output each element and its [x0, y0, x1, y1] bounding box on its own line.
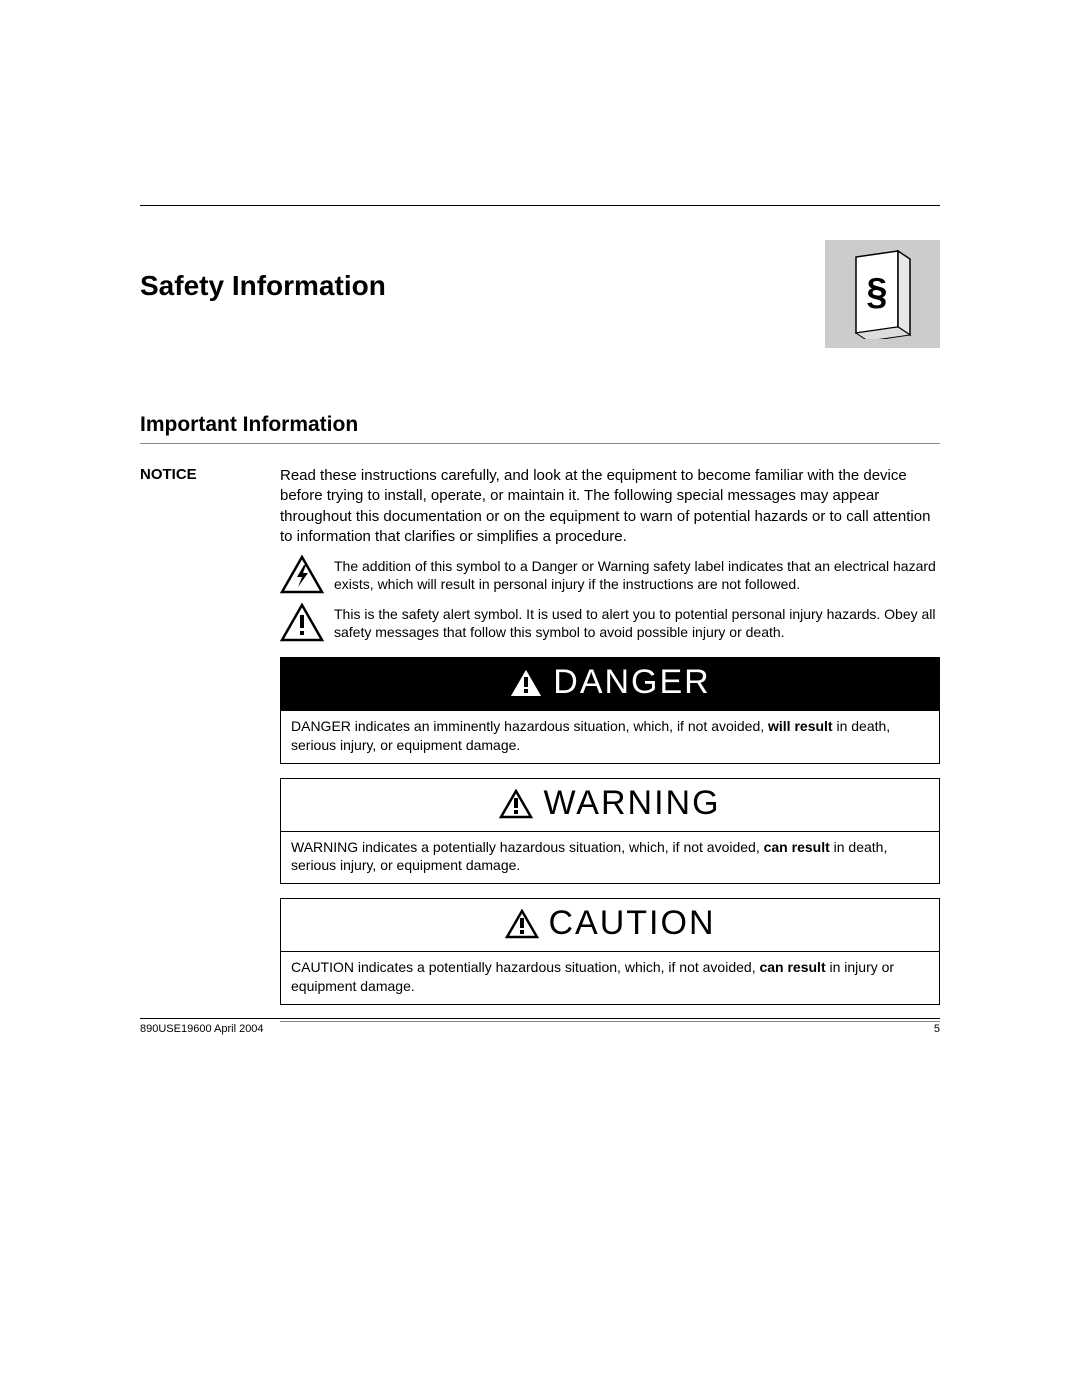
- chapter-header: Safety Information §: [140, 240, 940, 348]
- electrical-hazard-icon: [280, 555, 324, 595]
- caution-pre: CAUTION indicates a potentially hazardou…: [291, 959, 759, 975]
- section-rule: [140, 443, 940, 444]
- warning-body: WARNING indicates a potentially hazardou…: [281, 832, 939, 884]
- danger-box: DANGER DANGER indicates an imminently ha…: [280, 657, 940, 764]
- warning-title: WARNING: [543, 781, 720, 827]
- book-section-icon: §: [825, 240, 940, 348]
- danger-pre: DANGER indicates an imminently hazardous…: [291, 718, 768, 734]
- warning-bold: can result: [764, 839, 830, 855]
- safety-alert-text: This is the safety alert symbol. It is u…: [334, 603, 940, 641]
- caution-bold: can result: [759, 959, 825, 975]
- notice-block: NOTICE Read these instructions carefully…: [140, 466, 940, 1022]
- electrical-hazard-row: The addition of this symbol to a Danger …: [280, 555, 940, 595]
- danger-header: DANGER: [281, 658, 939, 711]
- caution-triangle-icon: [505, 909, 539, 939]
- page-footer: 890USE19600 April 2004 5: [140, 1018, 940, 1035]
- caution-title: CAUTION: [549, 901, 716, 947]
- danger-triangle-icon: [509, 668, 543, 698]
- safety-alert-icon: [280, 603, 324, 643]
- page-content: Safety Information § Important Informati…: [140, 200, 940, 1022]
- section-symbol: §: [866, 271, 887, 313]
- chapter-title: Safety Information: [140, 270, 386, 302]
- caution-box: CAUTION CAUTION indicates a potentially …: [280, 898, 940, 1005]
- notice-text: Read these instructions carefully, and l…: [280, 466, 940, 547]
- warning-header: WARNING: [281, 779, 939, 832]
- section-title: Important Information: [140, 413, 940, 437]
- danger-title: DANGER: [553, 660, 710, 706]
- caution-body: CAUTION indicates a potentially hazardou…: [281, 952, 939, 1004]
- safety-alert-row: This is the safety alert symbol. It is u…: [280, 603, 940, 643]
- footer-doc-id: 890USE19600 April 2004: [140, 1023, 264, 1035]
- footer-page-number: 5: [934, 1023, 940, 1035]
- danger-body: DANGER indicates an imminently hazardous…: [281, 711, 939, 763]
- notice-body: Read these instructions carefully, and l…: [280, 466, 940, 1022]
- caution-header: CAUTION: [281, 899, 939, 952]
- danger-bold: will result: [768, 718, 833, 734]
- notice-label: NOTICE: [140, 466, 280, 483]
- warning-triangle-icon: [499, 789, 533, 819]
- electrical-hazard-text: The addition of this symbol to a Danger …: [334, 555, 940, 593]
- warning-box: WARNING WARNING indicates a potentially …: [280, 778, 940, 885]
- warning-pre: WARNING indicates a potentially hazardou…: [291, 839, 764, 855]
